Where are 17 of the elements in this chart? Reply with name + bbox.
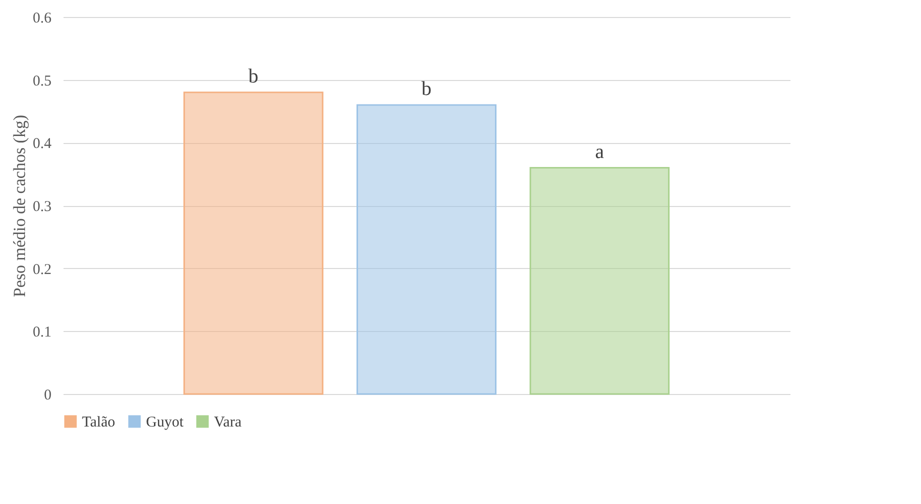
bar (356, 104, 496, 395)
data-label: b (248, 65, 258, 88)
y-tick-label: 0.6 (32, 10, 52, 26)
legend-label: Talão (82, 414, 116, 431)
bar (183, 92, 324, 395)
y-tick-label: 0.1 (32, 324, 52, 341)
bar (530, 167, 670, 395)
y-tick-label: 0.3 (32, 199, 52, 215)
y-tick-label: 0.5 (32, 73, 52, 90)
data-label: a (595, 140, 604, 163)
y-tick-label: 0.4 (32, 136, 52, 152)
data-label: b (422, 78, 432, 100)
y-axis-title: Peso médio de cachos (kg) (10, 114, 29, 298)
legend-label: Vara (214, 414, 242, 431)
legend-label: Guyot (146, 414, 184, 431)
y-tick-label: 0 (44, 388, 52, 404)
y-tick-label: 0.2 (32, 262, 52, 278)
